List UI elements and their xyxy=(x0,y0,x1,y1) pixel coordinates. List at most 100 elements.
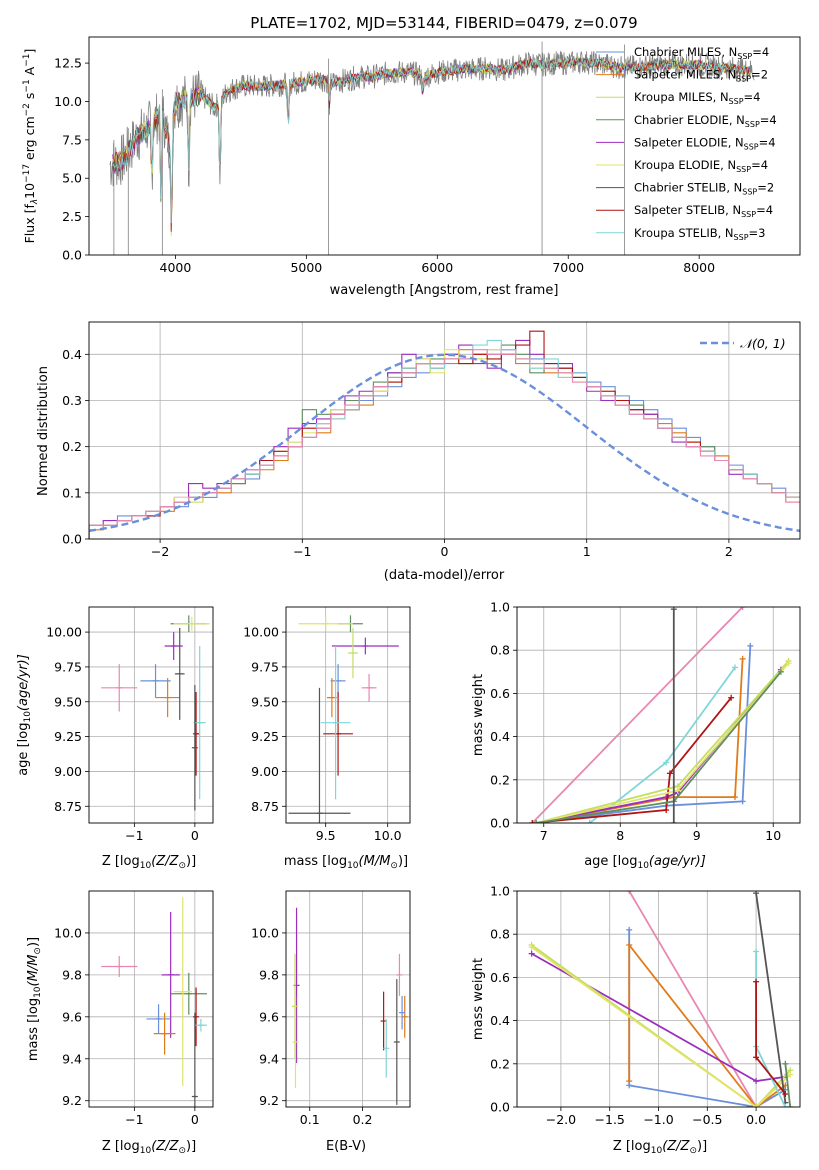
legend-label-main: Salpeter ELODIE, N xyxy=(634,135,744,149)
x-tick-label: 6000 xyxy=(421,260,453,275)
legend-label-main: Salpeter STELIB, N xyxy=(634,203,741,217)
y-tick-label: 1.0 xyxy=(490,600,510,615)
weight-vs-age-panel: 7 8 9 10 0.0 0.2 0.4 0.6 0.8 1.0 xyxy=(490,600,801,843)
y-tick-label: 10.00 xyxy=(243,625,279,640)
y-tick-label: 9.6 xyxy=(259,1009,279,1024)
y-tick-label: 0.8 xyxy=(490,643,510,658)
axes-frame xyxy=(516,606,801,824)
axes-frame xyxy=(88,606,214,824)
legend-label-sub: SSP xyxy=(742,188,757,197)
y-tick-label: 10.0 xyxy=(54,94,82,109)
y-tick-label: 8.75 xyxy=(251,799,279,814)
y-tick-label: 9.8 xyxy=(62,967,82,982)
plot-area xyxy=(286,607,410,823)
axes-frame xyxy=(285,606,411,824)
residuals-panel: −2 −1 0 1 2 0.0 0.1 0.2 0.3 0.4 𝒩(0, 1) xyxy=(62,321,801,559)
weight-series xyxy=(628,942,786,1107)
y-tick-label: 9.00 xyxy=(54,764,82,779)
y-tick-label: 9.4 xyxy=(259,1051,279,1066)
x-tick-label: 2 xyxy=(725,544,733,559)
x-tick-label: 10.0 xyxy=(374,828,402,843)
weight-series xyxy=(784,1063,792,1107)
y-tick-label: 12.5 xyxy=(54,56,82,71)
age-mass-xlabel: mass [log10(M/M⊙)] xyxy=(284,854,408,871)
y-tick-label: 9.75 xyxy=(54,659,82,674)
legend-label-tail: =4 xyxy=(751,158,768,172)
x-tick-label: 7000 xyxy=(552,260,584,275)
normal-curve xyxy=(89,353,800,533)
legend-label-sub: SSP xyxy=(736,75,751,84)
y-tick-label: 9.6 xyxy=(62,1009,82,1024)
legend-label-main: Chabrier MILES, N xyxy=(634,45,737,59)
x-tick-label: −1.5 xyxy=(595,1112,625,1127)
y-tick-label: 9.25 xyxy=(54,729,82,744)
x-tick-label: 8 xyxy=(616,828,624,843)
legend-label-tail: =4 xyxy=(744,90,761,104)
y-tick-label: 5.0 xyxy=(62,171,82,186)
weight-z-ylabel: mass weight xyxy=(471,958,486,1040)
legend-label-tail: =4 xyxy=(752,45,769,59)
y-tick-label: 0.4 xyxy=(490,729,510,744)
axes-frame xyxy=(516,890,801,1108)
legend-label-tail: =4 xyxy=(759,135,776,149)
legend-label-tail: =4 xyxy=(756,203,773,217)
legend-label-sub: SSP xyxy=(737,52,752,61)
plot-clip xyxy=(101,897,207,1107)
plot-area xyxy=(89,607,213,823)
x-tick-label: 1 xyxy=(583,544,591,559)
weight-vs-metallicity-panel: −2.0 −1.5 −1.0 −0.5 0.0 0.0 0.2 0.4 0.6 0.8 1.0 xyxy=(490,884,801,1127)
x-tick-label: 0.0 xyxy=(746,1112,766,1127)
weight-series xyxy=(531,944,791,1107)
axes-frame xyxy=(88,321,801,540)
x-tick-label: −1 xyxy=(293,544,311,559)
weight-age-ylabel: mass weight xyxy=(471,674,486,756)
x-tick-label: −1 xyxy=(125,1112,143,1127)
legend-label-tail: =3 xyxy=(749,226,766,240)
y-tick-label: 0.1 xyxy=(62,485,82,500)
y-tick-label: 1.0 xyxy=(490,884,510,899)
legend-label: Salpeter ELODIE, NSSP=4 xyxy=(634,135,776,151)
legend-label-sub: SSP xyxy=(745,120,760,129)
age-z-xlabel: Z [log10(Z/Z⊙)] xyxy=(102,854,196,871)
legend-label-sub: SSP xyxy=(729,97,744,106)
y-tick-label: 7.5 xyxy=(62,132,82,147)
y-tick-label: 9.75 xyxy=(251,659,279,674)
x-tick-label: 0.2 xyxy=(353,1112,373,1127)
legend-label: 𝒩(0, 1) xyxy=(740,336,786,351)
axes-frame xyxy=(88,36,801,256)
x-tick-label: −1 xyxy=(125,828,143,843)
x-tick-label: −2.0 xyxy=(546,1112,576,1127)
spectrum-panel: 4000 5000 6000 7000 8000 0.0 2.5 5.0 7.5 10.0 12.5… xyxy=(54,36,801,275)
legend-label: Salpeter STELIB, NSSP=4 xyxy=(634,203,773,219)
age-vs-mass-panel: 9.5 10.0 8.75 9.00 9.25 9.50 9.75 10.00 xyxy=(243,606,411,843)
x-tick-label: 10 xyxy=(765,828,781,843)
weight-series xyxy=(532,697,732,823)
legend-label-main: Kroupa MILES, N xyxy=(634,90,729,104)
y-tick-label: 0.2 xyxy=(490,1056,510,1071)
y-tick-label: 9.00 xyxy=(251,764,279,779)
x-tick-label: −0.5 xyxy=(692,1112,722,1127)
plot-clip xyxy=(528,891,794,1107)
age-z-ylabel: age [log10(age/yr)] xyxy=(16,654,33,776)
axes-frame xyxy=(285,890,411,1108)
plot-clip xyxy=(101,615,210,811)
x-tick-label: 0 xyxy=(441,544,449,559)
plot-area xyxy=(517,607,800,823)
plot-clip xyxy=(291,907,408,1105)
legend-label: Salpeter MILES, NSSP=2 xyxy=(634,68,768,84)
x-tick-label: 9.5 xyxy=(316,828,336,843)
plot-clip xyxy=(109,41,755,255)
legend-label: Chabrier MILES, NSSP=4 xyxy=(634,45,769,61)
y-tick-label: 0.3 xyxy=(62,393,82,408)
chart-title: PLATE=1702, MJD=53144, FIBERID=0479, z=0… xyxy=(250,14,637,32)
x-tick-label: 7 xyxy=(540,828,548,843)
legend-label-tail: =2 xyxy=(751,68,768,82)
weight-series xyxy=(755,893,787,1103)
weight-series xyxy=(535,645,752,823)
y-tick-label: 0.0 xyxy=(62,248,82,263)
age-vs-metallicity-panel: −1 0 8.75 9.00 9.25 9.50 9.75 10.00 xyxy=(46,606,214,843)
legend-label-sub: SSP xyxy=(736,165,751,174)
x-tick-label: 0.1 xyxy=(300,1112,320,1127)
legend-label-sub: SSP xyxy=(741,210,756,219)
mass-ebv-xlabel: E(B-V) xyxy=(326,1139,366,1154)
